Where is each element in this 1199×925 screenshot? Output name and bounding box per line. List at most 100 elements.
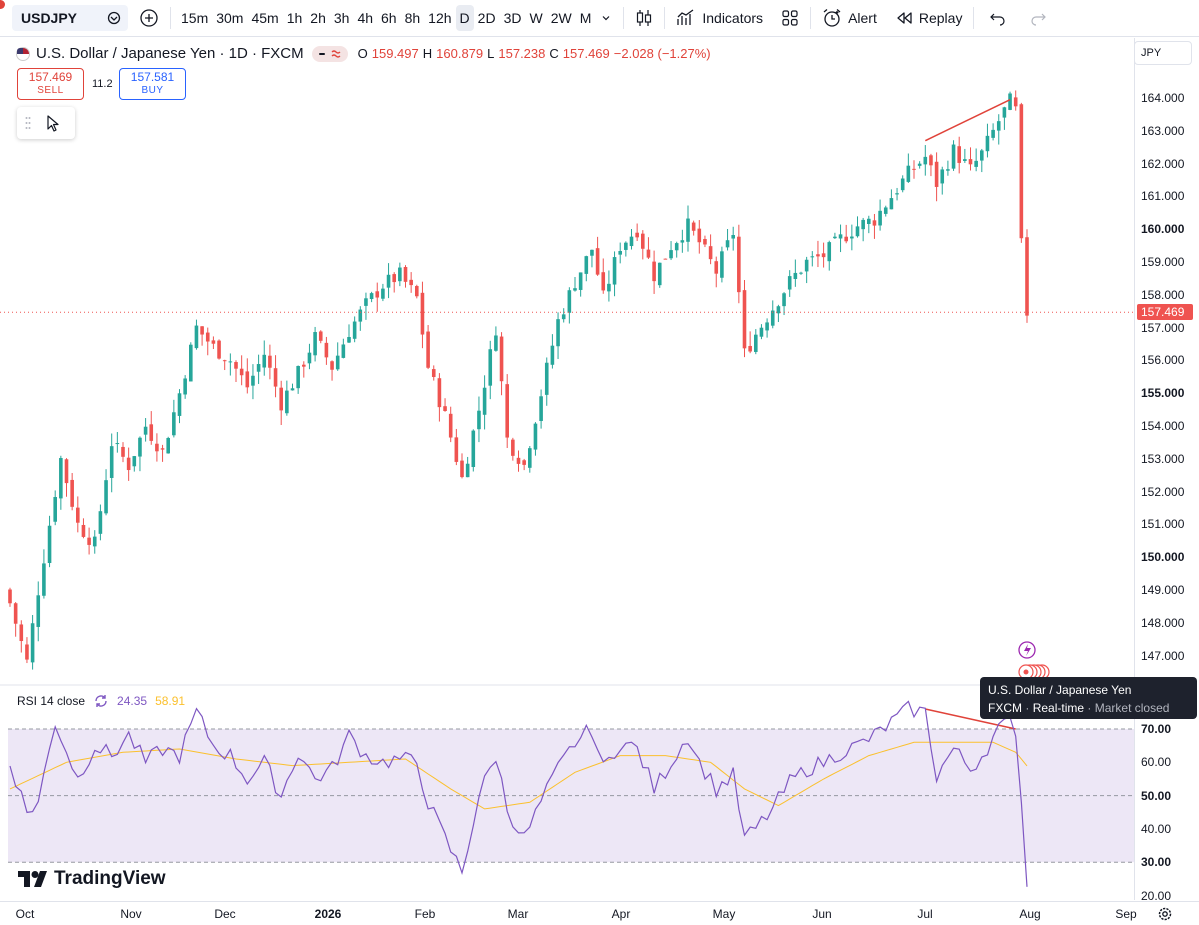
- price-tick-label: 150.000: [1141, 550, 1185, 565]
- interval-3d[interactable]: 3D: [503, 10, 522, 26]
- alert-button[interactable]: Alert: [817, 5, 882, 31]
- interval-8h[interactable]: 8h: [404, 10, 421, 26]
- candle-body: [166, 437, 170, 454]
- gear-icon[interactable]: [1157, 906, 1173, 922]
- tradingview-logo[interactable]: TradingView: [18, 868, 166, 890]
- candle-body: [251, 375, 255, 386]
- market-status-chip[interactable]: [311, 45, 348, 62]
- interval-4h[interactable]: 4h: [357, 10, 374, 26]
- candle-body: [431, 369, 436, 377]
- candle-body: [143, 426, 148, 435]
- interval-3h[interactable]: 3h: [333, 10, 350, 26]
- candle-body: [883, 207, 888, 214]
- interval-dropdown[interactable]: [595, 5, 617, 31]
- price-tick-label: 151.000: [1141, 517, 1185, 532]
- indicators-button[interactable]: Indicators: [671, 5, 768, 31]
- candle-body: [268, 355, 272, 368]
- price-tick-label: 156.000: [1141, 353, 1185, 368]
- candle-body: [307, 352, 312, 364]
- layouts-button[interactable]: [776, 5, 804, 31]
- candle-body: [912, 168, 916, 170]
- interval-15m[interactable]: 15m: [181, 10, 209, 26]
- compare-symbol-icon[interactable]: [106, 10, 122, 26]
- interval-12h[interactable]: 12h: [428, 10, 452, 26]
- separator: [664, 7, 666, 29]
- tooltip-market: Market closed: [1094, 701, 1170, 715]
- candle-body: [624, 242, 628, 250]
- candle-body: [867, 218, 871, 224]
- close-value: 157.469: [562, 46, 610, 61]
- candle-body: [375, 291, 380, 298]
- time-tick-label: Dec: [214, 907, 236, 921]
- interval-2h[interactable]: 2h: [310, 10, 326, 26]
- candle-body: [742, 290, 747, 349]
- interval-45m[interactable]: 45m: [251, 10, 279, 26]
- symbol-tooltip: U.S. Dollar / Japanese Yen FXCM · Real-t…: [980, 677, 1197, 719]
- candle-body: [217, 340, 221, 359]
- sell-button[interactable]: 157.469 SELL: [17, 68, 84, 100]
- candle-body: [1008, 93, 1012, 110]
- interval-30m[interactable]: 30m: [216, 10, 244, 26]
- interval-2w[interactable]: 2W: [550, 10, 572, 26]
- candle-body: [963, 159, 967, 162]
- price-axis[interactable]: 164.000 163.000 162.000 161.000 160.000 159.0…: [1134, 38, 1199, 903]
- candle-body: [838, 234, 843, 239]
- interval-2d[interactable]: 2D: [477, 10, 496, 26]
- candle-body: [409, 279, 413, 286]
- chart-canvas[interactable]: [0, 38, 1134, 900]
- time-tick-label: May: [712, 907, 736, 921]
- candle-body: [951, 144, 956, 169]
- interval-6h[interactable]: 6h: [381, 10, 397, 26]
- buy-button[interactable]: 157.581 BUY: [119, 68, 186, 100]
- undo-icon: [990, 13, 1006, 26]
- rsi-label[interactable]: RSI 14 close: [17, 694, 86, 708]
- price-tick-label: 160.000: [1141, 222, 1185, 237]
- candle-body: [872, 220, 877, 226]
- price-tick-label: 157.000: [1141, 320, 1185, 335]
- candle-body: [398, 267, 402, 282]
- candle-body: [205, 332, 210, 342]
- candle-body: [426, 331, 430, 368]
- candle-body: [793, 272, 798, 279]
- interval-m[interactable]: M: [579, 10, 592, 26]
- candle-body: [731, 235, 735, 239]
- interval-d[interactable]: D: [455, 5, 474, 31]
- close-label: C: [549, 46, 559, 61]
- price-tick-label: 148.000: [1141, 615, 1185, 630]
- series-title[interactable]: U.S. Dollar / Japanese Yen · 1D · FXCM: [36, 45, 304, 62]
- candle-body: [754, 334, 758, 352]
- chart-type-button[interactable]: [630, 5, 658, 31]
- candle-body: [499, 336, 504, 382]
- interval-w[interactable]: W: [529, 10, 543, 26]
- undo-button[interactable]: [984, 5, 1012, 31]
- add-symbol-button[interactable]: [134, 5, 164, 31]
- candle-body: [381, 288, 385, 299]
- candle-body: [917, 163, 922, 166]
- alarm-clock-icon: [823, 9, 841, 27]
- candle-body: [296, 365, 300, 389]
- candle-body: [697, 228, 702, 243]
- candle-body: [200, 326, 204, 335]
- time-axis[interactable]: Oct Nov Dec 2026 Feb Mar Apr May Jun Jul Aug Sep: [0, 901, 1199, 925]
- candle-body: [155, 443, 159, 452]
- refresh-icon: [95, 695, 107, 707]
- currency-selector[interactable]: JPY: [1134, 41, 1192, 65]
- notification-dot: [0, 0, 5, 9]
- time-tick-label: Mar: [507, 907, 529, 921]
- candle-body: [674, 243, 679, 251]
- candle-body: [222, 360, 227, 362]
- time-tick-label: Nov: [120, 907, 142, 921]
- interval-1h[interactable]: 1h: [286, 10, 303, 26]
- drawing-toolbar[interactable]: [17, 107, 75, 139]
- candle-body: [313, 332, 317, 356]
- redo-button[interactable]: [1024, 5, 1052, 31]
- candle-body: [115, 443, 120, 445]
- candle-body: [680, 240, 685, 243]
- tooltip-details: FXCM · Real-time · Market closed: [988, 701, 1170, 715]
- drag-handle-icon: [25, 117, 31, 129]
- candle-body: [138, 437, 142, 457]
- candle-body: [748, 345, 752, 352]
- open-label: O: [357, 46, 368, 61]
- symbol-search[interactable]: USDJPY: [12, 5, 128, 31]
- replay-button[interactable]: Replay: [890, 5, 968, 31]
